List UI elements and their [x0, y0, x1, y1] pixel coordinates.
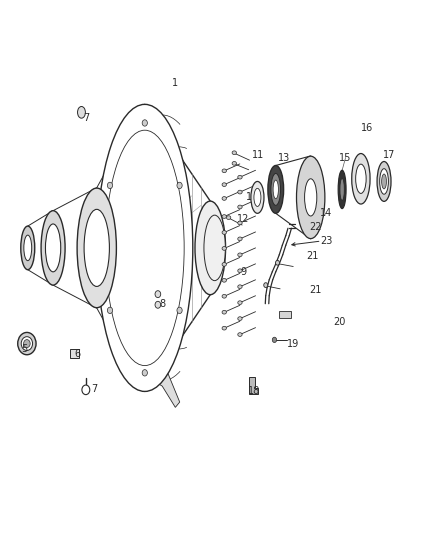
Ellipse shape	[24, 340, 30, 348]
Ellipse shape	[264, 282, 268, 287]
Ellipse shape	[222, 310, 226, 314]
Ellipse shape	[222, 231, 226, 235]
Ellipse shape	[232, 161, 237, 165]
Ellipse shape	[297, 156, 325, 239]
Ellipse shape	[222, 278, 226, 282]
Ellipse shape	[238, 253, 242, 257]
Ellipse shape	[195, 201, 226, 295]
Ellipse shape	[226, 216, 231, 220]
Text: 16: 16	[361, 123, 374, 133]
Circle shape	[142, 369, 148, 376]
Ellipse shape	[84, 209, 110, 286]
Ellipse shape	[78, 107, 85, 118]
Circle shape	[272, 337, 277, 343]
Ellipse shape	[268, 165, 284, 213]
Ellipse shape	[21, 337, 32, 351]
Ellipse shape	[238, 317, 242, 320]
Ellipse shape	[222, 247, 226, 251]
Text: 4: 4	[83, 240, 89, 250]
Ellipse shape	[155, 301, 161, 308]
Text: 19: 19	[287, 338, 299, 349]
Circle shape	[177, 307, 182, 313]
Circle shape	[107, 182, 113, 189]
Polygon shape	[136, 370, 180, 407]
Ellipse shape	[238, 190, 242, 194]
Ellipse shape	[238, 285, 242, 288]
Text: 15: 15	[339, 152, 352, 163]
Ellipse shape	[356, 164, 366, 193]
FancyBboxPatch shape	[279, 311, 291, 318]
Ellipse shape	[273, 180, 279, 199]
Text: 21: 21	[307, 251, 319, 261]
Ellipse shape	[24, 235, 32, 261]
Ellipse shape	[271, 173, 281, 205]
Ellipse shape	[238, 269, 242, 272]
Circle shape	[177, 182, 182, 189]
Text: 9: 9	[240, 267, 246, 277]
Circle shape	[107, 307, 113, 313]
Ellipse shape	[381, 174, 386, 189]
Text: 6: 6	[74, 349, 80, 359]
Ellipse shape	[222, 263, 226, 266]
Text: 7: 7	[83, 112, 89, 123]
Ellipse shape	[238, 333, 242, 336]
Ellipse shape	[377, 161, 391, 201]
Text: 11: 11	[252, 150, 265, 160]
Ellipse shape	[340, 178, 344, 200]
Text: 1: 1	[172, 78, 178, 88]
Ellipse shape	[18, 333, 36, 355]
Text: 13: 13	[279, 152, 291, 163]
Circle shape	[82, 385, 90, 394]
Text: 14: 14	[320, 208, 332, 219]
Ellipse shape	[276, 261, 279, 265]
Ellipse shape	[380, 168, 389, 194]
Ellipse shape	[46, 224, 61, 272]
Circle shape	[142, 120, 148, 126]
Polygon shape	[249, 377, 258, 394]
Ellipse shape	[222, 326, 226, 330]
Ellipse shape	[155, 290, 161, 297]
Ellipse shape	[238, 301, 242, 304]
Text: 7: 7	[92, 384, 98, 394]
Text: 10: 10	[246, 192, 258, 203]
Text: 12: 12	[237, 214, 249, 224]
Ellipse shape	[304, 179, 317, 216]
Text: 21: 21	[309, 286, 321, 295]
Ellipse shape	[222, 197, 226, 200]
Text: 20: 20	[333, 317, 345, 327]
Text: 3: 3	[43, 246, 49, 255]
Text: 23: 23	[320, 236, 332, 246]
Ellipse shape	[238, 175, 242, 179]
Text: 5: 5	[21, 344, 28, 354]
Ellipse shape	[222, 215, 226, 219]
Ellipse shape	[238, 221, 242, 225]
Text: 18: 18	[248, 386, 260, 397]
Ellipse shape	[222, 294, 226, 298]
Text: 2: 2	[21, 246, 28, 255]
Ellipse shape	[204, 215, 225, 281]
Ellipse shape	[21, 226, 35, 270]
Ellipse shape	[254, 188, 261, 206]
Ellipse shape	[222, 169, 226, 173]
Ellipse shape	[251, 181, 264, 213]
Text: 8: 8	[159, 298, 165, 309]
Ellipse shape	[97, 104, 193, 391]
Ellipse shape	[41, 211, 65, 285]
Ellipse shape	[222, 183, 226, 187]
Ellipse shape	[352, 154, 370, 204]
Ellipse shape	[238, 205, 242, 209]
Ellipse shape	[238, 237, 242, 241]
Ellipse shape	[77, 188, 117, 308]
FancyBboxPatch shape	[70, 350, 79, 358]
Ellipse shape	[232, 151, 237, 155]
Text: 17: 17	[383, 150, 396, 160]
Ellipse shape	[338, 170, 346, 208]
Text: 22: 22	[309, 222, 321, 232]
